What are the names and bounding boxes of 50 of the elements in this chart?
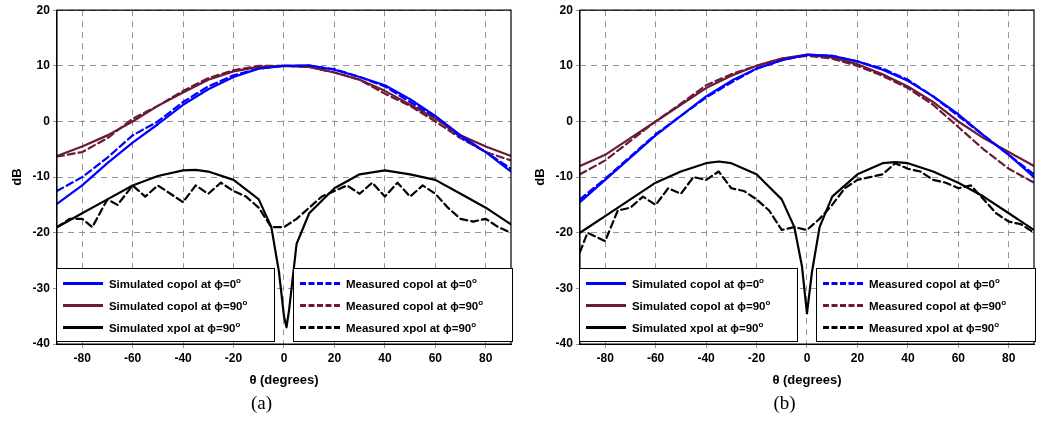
legend-label: Simulated xpol at ϕ=90$^{o}$	[108, 320, 241, 334]
legend-label: Measured xpol at ϕ=90$^{o}$	[345, 320, 477, 334]
y-tick-label: 10	[36, 58, 51, 73]
legend-label: Simulated copol at ϕ=0$^{o}$	[108, 276, 241, 290]
y-tick-label: -20	[555, 225, 574, 240]
x-tick-label: 0	[803, 350, 811, 365]
y-tick-label: -30	[555, 280, 574, 295]
legend-label: Simulated copol at ϕ=90$^{o}$	[631, 298, 771, 312]
x-tick-label: -40	[174, 350, 193, 365]
y-tick-label: -20	[32, 225, 51, 240]
x-tick-label: 60	[428, 350, 443, 365]
legend-label: Simulated xpol at ϕ=90$^{o}$	[631, 320, 764, 334]
y-tick-label: -40	[32, 336, 51, 351]
y-tick-label: 20	[559, 2, 574, 17]
y-tick-label: -30	[32, 280, 51, 295]
x-tick-label: 80	[1002, 350, 1016, 365]
legend-label: Measured copol at ϕ=0$^{o}$	[345, 276, 477, 290]
x-tick-label: -60	[123, 350, 142, 365]
x-tick-label: 20	[850, 350, 865, 365]
x-tick-label: 80	[479, 350, 493, 365]
legend-label: Measured copol at ϕ=90$^{o}$	[868, 298, 1007, 312]
x-tick-label: -40	[697, 350, 716, 365]
legend-label: Simulated copol at ϕ=0$^{o}$	[631, 276, 764, 290]
x-tick-label: 40	[901, 350, 915, 365]
y-tick-label: 0	[566, 113, 574, 128]
y-tick-label: 0	[43, 113, 51, 128]
y-axis-title: dB	[532, 168, 548, 186]
x-tick-label: 0	[280, 350, 288, 365]
x-tick-label: 40	[378, 350, 392, 365]
x-tick-label: 60	[951, 350, 966, 365]
legend-label: Simulated copol at ϕ=90$^{o}$	[108, 298, 248, 312]
x-tick-label: -20	[747, 350, 766, 365]
x-axis-title: θ (degrees)	[772, 371, 842, 387]
y-tick-label: -40	[555, 336, 574, 351]
legend-label: Measured copol at ϕ=0$^{o}$	[868, 276, 1000, 290]
y-tick-label: 10	[559, 58, 574, 73]
y-tick-label: -10	[32, 169, 51, 184]
y-tick-label: -10	[555, 169, 574, 184]
x-tick-label: -80	[73, 350, 92, 365]
x-tick-label: -80	[596, 350, 615, 365]
text: (b)	[772, 392, 797, 414]
x-tick-label: 20	[327, 350, 342, 365]
y-axis-title: dB	[9, 168, 25, 186]
x-axis-title: θ (degrees)	[249, 371, 319, 387]
legend-label: Measured xpol at ϕ=90$^{o}$	[868, 320, 1000, 334]
x-tick-label: -60	[646, 350, 665, 365]
legend-label: Measured copol at ϕ=90$^{o}$	[345, 298, 484, 312]
text: (a)	[249, 392, 274, 414]
x-tick-label: -20	[224, 350, 243, 365]
y-tick-label: 20	[36, 2, 51, 17]
